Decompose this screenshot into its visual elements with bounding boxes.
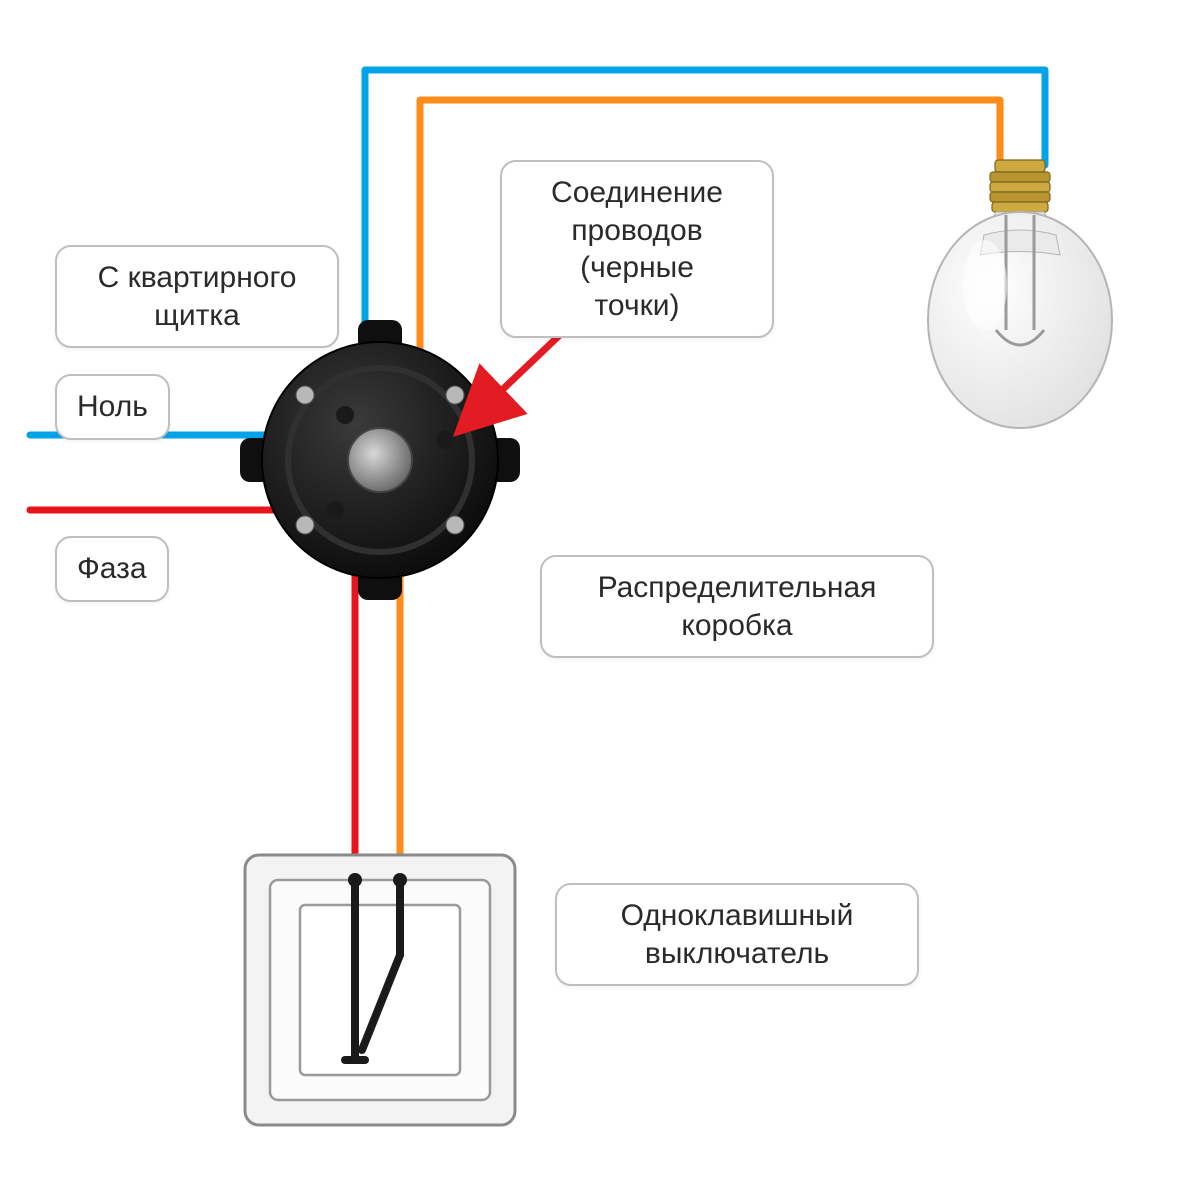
label-phase: Фаза xyxy=(55,536,169,602)
pointer-arrow xyxy=(458,330,565,432)
connection-dot-1 xyxy=(326,501,344,519)
light-bulb-icon xyxy=(928,160,1112,428)
connection-dot-0 xyxy=(336,406,354,424)
label-switch: Одноклавишныйвыключатель xyxy=(555,883,919,986)
junction-box-icon xyxy=(240,320,520,600)
label-panel: С квартирногощитка xyxy=(55,245,339,348)
label-neutral: Ноль xyxy=(55,374,170,440)
wire-phase-box-to-switch xyxy=(335,510,355,870)
label-junction-box: Распределительнаякоробка xyxy=(540,555,934,658)
connection-dot-2 xyxy=(436,431,454,449)
label-junction-dots: Соединениепроводов(черныеточки) xyxy=(500,160,774,338)
wall-switch-icon xyxy=(245,855,515,1125)
